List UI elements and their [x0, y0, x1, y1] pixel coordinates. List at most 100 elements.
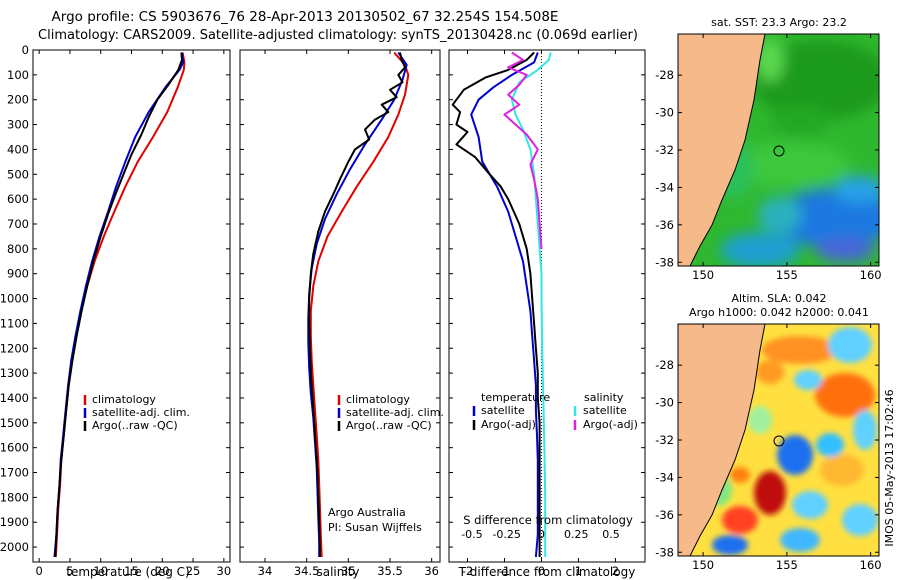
x-tick-label: 35 [341, 564, 356, 578]
x-tick-label: 15 [124, 564, 139, 578]
s-tick-label: 0 [538, 528, 545, 541]
map-x-tick-label: 160 [860, 558, 882, 572]
series-line-t-argo-adj- [451, 51, 541, 557]
x-tick-label: 30 [217, 564, 232, 578]
temperature-legend: climatology satellite-adj. clim. Argo(..… [83, 393, 190, 432]
title-line-2: Climatology: CARS2009. Satellite-adjuste… [38, 28, 638, 43]
y-tick-label: 200 [7, 93, 29, 107]
imos-timestamp: IMOS 05-May-2013 17:02:46 [883, 389, 896, 546]
legend-climatology: climatology [92, 393, 156, 406]
x-tick-label: 36 [424, 564, 439, 578]
y-tick-label: 800 [7, 242, 29, 256]
map-y-tick-label: -36 [655, 218, 674, 232]
salinity-panel: 34 34.5 35 35.5 36 salinity climatology sate… [239, 49, 444, 579]
map-x-tick-label: 150 [692, 558, 714, 572]
legend-s-argo: Argo(-adj) [583, 418, 638, 431]
x-tick-label: 20 [155, 564, 170, 578]
map-x-tick-label: 160 [860, 268, 882, 282]
t-difference-xlabel: T difference from climatology [458, 565, 636, 579]
x-tick-label: -1 [499, 564, 510, 578]
y-tick-label: 1800 [0, 490, 29, 504]
y-tick-label: 1500 [0, 416, 29, 430]
sla-argo-marker [773, 435, 785, 447]
map-y-tick-label: -32 [655, 143, 674, 157]
map-y-tick-label: -34 [655, 180, 674, 194]
y-tick-label: 300 [7, 118, 29, 132]
x-tick-label: 2 [612, 564, 619, 578]
y-tick-label: 1200 [0, 341, 29, 355]
x-tick-label: 35.5 [377, 564, 403, 578]
map-y-tick-label: -28 [655, 68, 674, 82]
s-tick-label: 0.25 [564, 528, 589, 541]
y-tick-label: 1900 [0, 515, 29, 529]
y-tick-label: 100 [7, 68, 29, 82]
series-line-argo-raw-qc- [54, 52, 183, 558]
y-tick-label: 900 [7, 267, 29, 281]
salinity-axes-frame [239, 49, 441, 563]
legend-s-satellite: satellite [583, 404, 627, 417]
series-line-t-satellite [470, 52, 539, 558]
series-line-climatology [309, 51, 410, 558]
series-line-s-satellite [510, 52, 552, 557]
y-tick-label: 1300 [0, 366, 29, 380]
x-tick-label: 0 [538, 564, 545, 578]
y-tick-label: 1400 [0, 391, 29, 405]
legend-temperature-title: temperature [481, 391, 550, 404]
y-tick-label: 0 [22, 43, 29, 57]
s-tick-label: 0.5 [602, 528, 620, 541]
legend-climatology: climatology [346, 393, 410, 406]
series-line-s-argo-adj- [503, 51, 543, 249]
map-y-tick-label: -38 [655, 255, 674, 269]
pi-label: PI: Susan Wijffels [328, 521, 422, 534]
legend-argo: Argo(..raw -QC) [346, 419, 432, 432]
map-y-tick-label: -30 [655, 106, 674, 120]
y-tick-label: 600 [7, 192, 29, 206]
title-line-1: Argo profile: CS 5903676_76 28-Apr-2013 … [52, 9, 559, 25]
temperature-xlabel: temperature (deg C) [66, 565, 189, 579]
y-tick-label: 2000 [0, 540, 29, 554]
x-tick-label: -2 [462, 564, 473, 578]
y-tick-label: 1000 [0, 292, 29, 306]
temperature-axes-frame [32, 49, 231, 563]
sla-map-title: Altim. SLA: 0.042 [731, 292, 826, 305]
map-y-tick-label: -32 [655, 433, 674, 447]
sst-map-title: sat. SST: 23.3 Argo: 23.2 [711, 16, 847, 29]
s-tick-label: -0.25 [492, 528, 520, 541]
y-tick-label: 500 [7, 167, 29, 181]
legend-salinity-title: salinity [584, 391, 624, 404]
sla-map: Altim. SLA: 0.042 Argo h1000: 0.042 h200… [655, 292, 881, 572]
map-y-tick-label: -28 [655, 358, 674, 372]
y-tick-label: 1600 [0, 441, 29, 455]
map-y-tick-label: -36 [655, 508, 674, 522]
difference-legend: temperature salinity satellite Argo(-adj… [472, 391, 638, 431]
map-y-tick-label: -30 [655, 396, 674, 410]
map-x-tick-label: 155 [776, 268, 798, 282]
temperature-panel: 0 5 10 15 20 25 300100200300400500600700800900… [0, 43, 231, 579]
series-line-argo-raw-qc- [308, 52, 406, 557]
sst-argo-marker [773, 145, 785, 157]
series-line-satellite-adj-clim- [53, 52, 185, 558]
x-tick-label: 0 [35, 564, 42, 578]
difference-axes-frame [448, 49, 646, 563]
legend-satellite: satellite-adj. clim. [92, 406, 190, 419]
x-tick-label: 5 [66, 564, 73, 578]
map-x-tick-label: 155 [776, 558, 798, 572]
series-line-climatology [54, 52, 186, 558]
legend-t-argo: Argo(-adj) [481, 418, 536, 431]
legend-argo: Argo(..raw -QC) [92, 419, 178, 432]
salinity-legend: climatology satellite-adj. clim. Argo(..… [337, 393, 444, 432]
map-x-tick-label: 150 [692, 268, 714, 282]
x-tick-label: 34.5 [294, 564, 320, 578]
sst-map: sat. SST: 23.3 Argo: 23.2 150 155 160 -28 -3… [655, 16, 882, 282]
s-tick-label: -0.5 [461, 528, 482, 541]
x-tick-label: 10 [93, 564, 108, 578]
x-tick-label: 34 [258, 564, 273, 578]
argo-australia-label: Argo Australia [328, 506, 406, 519]
legend-t-satellite: satellite [481, 404, 525, 417]
x-tick-label: 25 [186, 564, 201, 578]
s-difference-xlabel: S difference from climatology [463, 513, 633, 527]
y-tick-label: 1100 [0, 316, 29, 330]
salinity-xlabel: salinity [316, 565, 359, 579]
difference-panel: -2 -1 0 1 2 T difference from climatology S … [448, 49, 646, 579]
